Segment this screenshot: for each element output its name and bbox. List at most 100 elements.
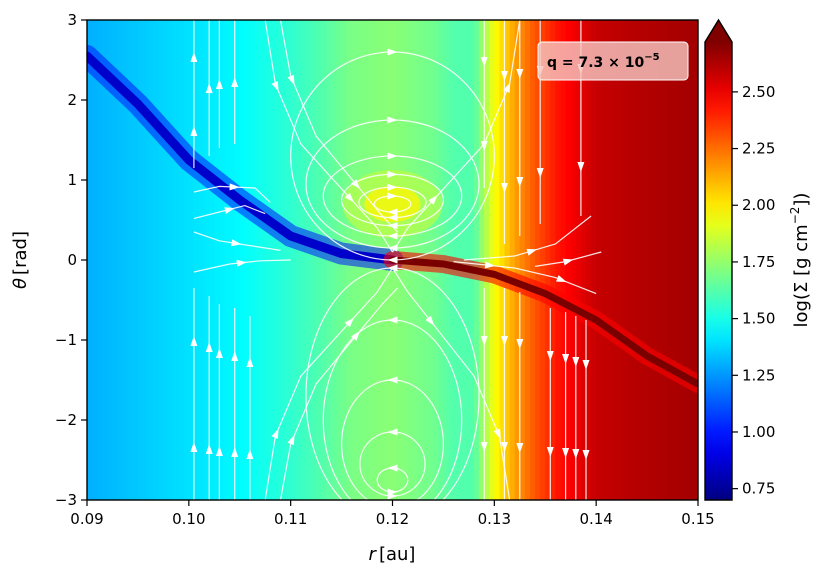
colorbar-extend-triangle: [705, 20, 732, 42]
heatmap-column: [535, 20, 541, 500]
y-tick-label: −3: [55, 491, 77, 509]
streamline-arrow: [246, 449, 254, 459]
colorbar: 0.75 1.00 1.25 1.50 1.75 2.00 2.25 2.50 log(Σ […: [704, 18, 812, 501]
streamline-arrow: [224, 207, 235, 214]
streamline-arrow: [387, 316, 398, 324]
streamline-arrow: [215, 79, 223, 89]
heatmap-column: [555, 20, 562, 500]
x-tick-label: 0.12: [376, 510, 409, 528]
streamline-arrow: [236, 259, 247, 267]
streamline-arrow: [231, 447, 239, 457]
heatmap-column: [652, 20, 658, 500]
heatmap-column: [188, 20, 195, 500]
heatmap-column: [178, 20, 185, 500]
heatmap-column: [311, 20, 317, 500]
streamline-arrow: [501, 336, 508, 346]
streamline: [391, 267, 511, 500]
streamlines: [190, 20, 602, 500]
heatmap-column: [545, 20, 551, 500]
streamline-arrow: [246, 357, 254, 367]
colorbar-tick-label: 1.50: [742, 310, 775, 328]
streamline-arrow: [387, 428, 398, 436]
heatmap-column: [540, 20, 546, 500]
heatmap-column: [244, 20, 251, 500]
heatmap-column: [199, 20, 205, 500]
streamline-arrow: [572, 449, 580, 459]
heatmap-column: [524, 20, 531, 500]
heatmap-column: [550, 20, 557, 500]
streamline-arrow: [190, 336, 198, 346]
streamline-arrow: [501, 442, 508, 452]
heatmap-column: [468, 20, 475, 500]
q-annotation-value: q = 7.3 × 10: [547, 55, 645, 71]
streamline-arrow: [516, 443, 524, 453]
streamline-arrow: [387, 222, 398, 230]
streamline-arrow: [577, 162, 585, 172]
streamline-arrow: [387, 244, 398, 252]
streamline-arrow: [516, 339, 524, 349]
heatmap-column: [148, 20, 154, 500]
heatmap-column: [519, 20, 526, 500]
x-tick-label: 0.09: [70, 510, 103, 528]
streamline-arrow: [425, 315, 435, 326]
y-tick-label: 2: [67, 91, 77, 109]
q-annotation: q = 7.3 × 10−5: [537, 41, 689, 81]
heatmap-column: [112, 20, 119, 500]
wake-stripe: [389, 256, 698, 388]
heatmap-column: [300, 20, 307, 500]
streamline-arrow: [516, 69, 524, 79]
heatmap-column: [290, 20, 297, 500]
streamline-arrow: [562, 448, 570, 458]
colorbar-tick-label: 1.00: [742, 423, 775, 441]
streamline-arrow: [287, 74, 295, 86]
streamline-arrow: [493, 428, 501, 440]
x-tick-label: 0.13: [478, 510, 511, 528]
streamline-arrow: [387, 232, 398, 240]
heatmap-column: [473, 20, 480, 500]
streamline-arrow: [229, 183, 240, 191]
streamline-arrow: [190, 442, 198, 452]
streamline-arrow: [546, 351, 554, 361]
heatmap-column: [479, 20, 485, 500]
streamline-arrow: [271, 81, 279, 92]
streamline-arrow: [480, 442, 488, 452]
heatmap-column: [137, 20, 144, 500]
heatmap-column: [295, 20, 302, 500]
heatmap-column: [621, 20, 628, 500]
heatmap-column: [580, 20, 587, 500]
heatmap-column: [591, 20, 597, 500]
streamline-arrow: [215, 348, 223, 358]
streamline-arrow: [503, 82, 511, 93]
streamline-arrow: [387, 170, 398, 178]
y-axis: 3 2 1 0 −1 −2 −3: [55, 11, 87, 509]
colorbar-label: log(Σ [g cm−2]): [788, 193, 812, 328]
streamline-arrow: [484, 261, 496, 269]
heatmap-column: [234, 20, 241, 500]
heatmap-column: [585, 20, 592, 500]
heatmap-column: [509, 20, 516, 500]
streamline-arrow: [387, 214, 398, 222]
colorbar-label-exponent: −2: [788, 207, 802, 225]
colorbar-outline: [704, 18, 733, 501]
heatmap-column: [687, 20, 694, 500]
heatmap-column: [163, 20, 170, 500]
x-axis: 0.09 0.10 0.11 0.12 0.13 0.14 0.15: [70, 500, 715, 528]
heatmap-column: [657, 20, 663, 500]
streamline-arrow: [582, 450, 590, 460]
streamline-arrow: [562, 258, 574, 266]
heatmap-column: [682, 20, 689, 500]
heatmap-column: [153, 20, 159, 500]
heatmap-column: [321, 20, 327, 500]
heatmap-column: [219, 20, 226, 500]
colorbar-tick-label: 0.75: [742, 480, 775, 498]
heatmap-column: [239, 20, 246, 500]
x-axis-label: r [au]: [369, 544, 416, 565]
heatmap-column: [255, 20, 261, 500]
streamline-arrow: [231, 351, 239, 361]
heatmap-column: [611, 20, 618, 500]
heatmap-column: [494, 20, 501, 500]
q-annotation-box: [537, 41, 689, 81]
heatmap-column: [127, 20, 134, 500]
y-tick-label: 0: [67, 251, 77, 269]
streamline-arrow: [205, 83, 213, 93]
